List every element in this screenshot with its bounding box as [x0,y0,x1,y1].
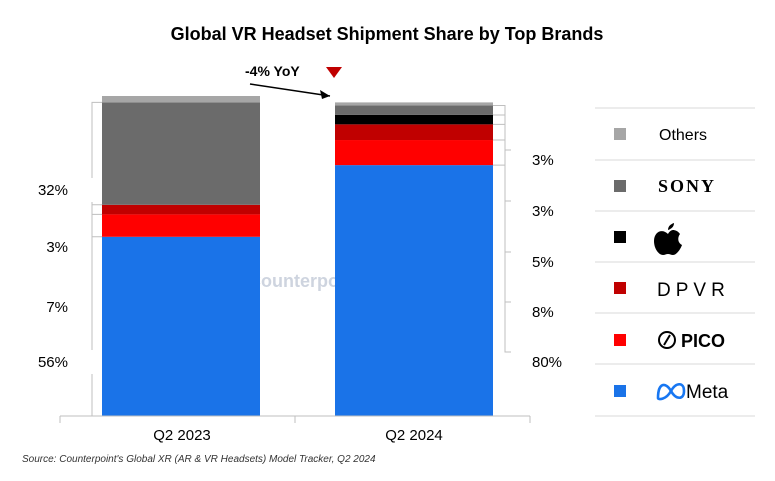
legend: Others SONY DPVR PICO Meta [595,107,755,417]
pico-logo-text: PICO [681,331,725,351]
bar-segment-dpvr [102,204,260,215]
chart-title: Global VR Headset Shipment Share by Top … [171,24,604,44]
bar-segment-sony [335,105,493,115]
legend-swatch-meta [614,385,626,397]
leader-line [493,139,511,303]
legend-swatch-dpvr [614,282,626,294]
value-label-right: 3% [532,152,554,169]
leader-line [91,213,102,295]
value-label-right: 8% [532,304,554,321]
yoy-label: -4% YoY [245,63,300,79]
meta-logo-icon [656,382,686,401]
leader-line [493,114,511,202]
value-label-left: 32% [38,182,68,199]
source-note: Source: Counterpoint's Global XR (AR & V… [22,454,376,465]
bar-segment-pico [102,214,260,237]
legend-swatch-sony [614,180,626,192]
bar-segment-sony [102,102,260,205]
x-tick-label: Q2 2023 [153,427,211,444]
bar-segment-others [102,96,260,103]
leader-line [91,101,102,178]
arrow-head-icon [320,90,330,99]
dpvr-logo: DPVR [657,280,730,301]
pico-logo-icon [658,331,676,349]
sony-logo: SONY [658,176,716,196]
bar-segment-pico [335,140,493,166]
leader-line [91,204,102,235]
bar-segment-meta [102,236,260,416]
apple-logo-icon [654,223,682,255]
legend-swatch-pico [614,334,626,346]
value-label-right: 5% [532,254,554,271]
down-triangle-icon [326,67,342,78]
value-label-left: 7% [46,299,68,316]
x-tick-label: Q2 2024 [385,427,443,444]
legend-label-others: Others [659,127,707,144]
bar-segment-others [335,102,493,106]
meta-logo-text: Meta [686,382,729,403]
bar-segment-meta [335,165,493,416]
bar-segment-apple [335,114,493,125]
value-label-left: 56% [38,354,68,371]
bars [102,96,493,416]
value-label-left: 3% [46,239,68,256]
yoy-arrow-line [249,83,331,97]
leader-line [493,164,511,353]
leader-line [493,123,511,253]
watermark-text: Counterpoint [248,271,361,291]
legend-swatch-apple [614,231,626,243]
leader-line [91,236,102,350]
leader-line [493,105,511,151]
yoy-annotation: -4% YoY [245,63,342,99]
value-label-right: 3% [532,203,554,220]
bar-segment-dpvr [335,124,493,141]
value-labels: 56% 7% 3% 32% 80% 8% 5% 3% 3% [38,152,562,371]
leader-lines [91,101,511,416]
legend-swatch-others [614,128,626,140]
value-label-right: 80% [532,354,562,371]
